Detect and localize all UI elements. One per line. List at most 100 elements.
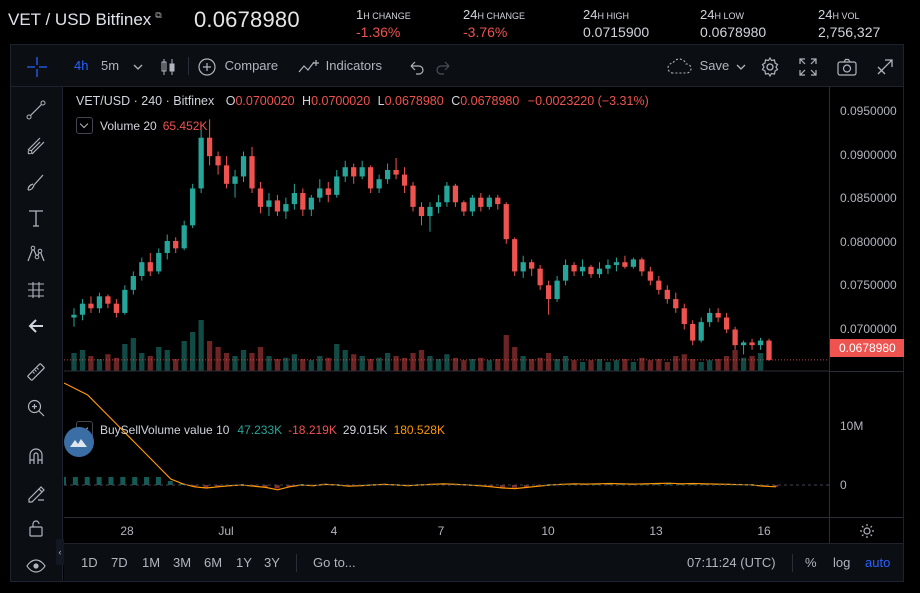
volume-bar — [461, 360, 467, 371]
candle-body — [579, 266, 586, 272]
candle-body — [291, 193, 297, 205]
percent-scale-toggle[interactable]: % — [805, 555, 817, 570]
indicator-bar — [215, 485, 221, 487]
scale-settings-icon[interactable] — [829, 517, 903, 543]
chart-pane[interactable]: VET/USD · 240 · Bitfinex O0.0700020 H0.0… — [64, 87, 829, 517]
settings-gear-icon[interactable] — [759, 45, 781, 87]
candle-body — [503, 204, 509, 240]
range-3m-button[interactable]: 3M — [173, 555, 192, 570]
indicators-button[interactable]: Indicators — [298, 45, 382, 87]
lock-icon[interactable] — [23, 515, 49, 541]
camera-snapshot-icon[interactable] — [836, 45, 858, 87]
popout-icon[interactable] — [875, 45, 895, 87]
range-1m-button[interactable]: 1M — [142, 555, 161, 570]
save-button[interactable]: Save — [666, 45, 729, 87]
save-chevron-down-icon[interactable] — [736, 45, 746, 87]
interval-chevron-down-icon[interactable] — [133, 45, 143, 87]
range-1y-button[interactable]: 1Y — [236, 555, 252, 570]
volume-bar — [190, 332, 196, 371]
pair-title[interactable]: VET / USD Bitfinex ⧉ — [8, 10, 162, 30]
range-7d-button[interactable]: 7D — [111, 555, 128, 570]
indicator-bar — [511, 485, 517, 488]
candle-body — [562, 264, 569, 281]
fullscreen-icon[interactable] — [798, 45, 818, 87]
candle-body — [418, 206, 425, 217]
stat-24h-change: 24H CHANGE -3.76% — [463, 7, 525, 40]
candle-body — [512, 239, 518, 272]
price-chart-canvas[interactable] — [64, 87, 829, 517]
interval-5m-button[interactable]: 5m — [101, 58, 120, 73]
stat-value: -3.76% — [463, 24, 508, 40]
volume-collapse-toggle[interactable] — [76, 117, 93, 134]
indicators-label: Indicators — [325, 58, 382, 73]
log-scale-toggle[interactable]: log — [833, 555, 851, 570]
prediction-measure-icon[interactable] — [23, 277, 49, 303]
candle-body — [461, 202, 467, 212]
time-scale[interactable]: 28 Jul 4 7 10 13 16 — [64, 517, 829, 543]
indicator-legend[interactable]: BuySellVolume value 10 47.233K -18.219K … — [76, 421, 445, 438]
pattern-icon[interactable] — [23, 241, 49, 267]
volume-bar — [317, 356, 323, 371]
candle-body — [401, 174, 408, 186]
interval-4h-button[interactable]: 4h — [74, 58, 89, 73]
utc-clock[interactable]: 07:11:24 (UTC) — [687, 555, 776, 570]
volume-bar — [622, 359, 628, 371]
stat-label: H CHANGE — [363, 11, 411, 21]
indicator-value-1: 47.233K — [237, 422, 283, 437]
volume-bar — [139, 353, 145, 371]
volume-legend[interactable]: Volume 20 65.452K — [76, 117, 207, 134]
back-arrow-icon[interactable] — [23, 313, 49, 339]
ruler-icon[interactable] — [23, 359, 49, 385]
brush-icon[interactable] — [23, 169, 49, 195]
volume-bar — [274, 359, 281, 371]
price-scale[interactable]: 0.0950000 0.0900000 0.0850000 0.0800000 … — [829, 87, 904, 517]
candle-body — [223, 165, 230, 184]
volume-bar — [690, 359, 696, 371]
stat-label: H VOL — [832, 11, 860, 21]
goto-date-button[interactable]: Go to... — [313, 555, 356, 570]
volume-bar — [647, 360, 653, 371]
volume-bar — [740, 357, 747, 371]
tradingview-logo-icon[interactable] — [64, 427, 94, 457]
eye-visibility-icon[interactable] — [23, 553, 49, 579]
indicator-bar — [191, 485, 197, 487]
candle-body — [639, 259, 645, 272]
collapse-toolbar-button[interactable]: ‹ — [56, 539, 64, 565]
auto-scale-toggle[interactable]: auto — [865, 555, 891, 570]
compare-label: Compare — [224, 58, 279, 73]
range-1d-button[interactable]: 1D — [81, 555, 98, 570]
volume-bar — [444, 354, 450, 371]
external-link-icon[interactable]: ⧉ — [155, 10, 162, 21]
candle-body — [190, 188, 196, 226]
trend-line-icon[interactable] — [23, 97, 49, 123]
text-tool-icon[interactable] — [23, 205, 49, 231]
last-price-label: 0.0678980 — [830, 339, 904, 357]
candle-body — [766, 340, 772, 360]
stay-drawing-mode-icon[interactable] — [23, 479, 49, 505]
candle-body — [452, 185, 459, 203]
volume-bar — [613, 360, 620, 371]
redo-icon[interactable] — [435, 45, 453, 87]
magnet-icon[interactable] — [23, 443, 49, 469]
zoom-in-icon[interactable] — [23, 395, 49, 421]
range-6m-button[interactable]: 6M — [204, 555, 223, 570]
volume-bar — [300, 359, 306, 371]
volume-bar — [732, 350, 738, 371]
volume-bar — [723, 356, 730, 371]
pitchfork-icon[interactable] — [23, 133, 49, 159]
range-3y-button[interactable]: 3Y — [264, 555, 280, 570]
candle-body — [546, 285, 552, 300]
stat-1h-change: 1H CHANGE -1.36% — [356, 7, 411, 40]
candles-chart-type-icon[interactable] — [159, 45, 177, 87]
ticker-header: VET / USD Bitfinex ⧉ 0.0678980 1H CHANGE … — [0, 0, 920, 44]
volume-bar — [512, 347, 518, 371]
volume-bar — [71, 353, 77, 371]
chart-widget: 4h 5m Compare Indicators Save — [10, 44, 904, 582]
undo-icon[interactable] — [407, 45, 425, 87]
candle-body — [435, 202, 442, 207]
crosshair-tool-icon[interactable] — [25, 45, 49, 87]
indicator-bar — [488, 485, 494, 487]
volume-bar — [639, 357, 645, 371]
compare-button[interactable]: Compare — [197, 45, 278, 87]
candle-body — [325, 188, 331, 195]
